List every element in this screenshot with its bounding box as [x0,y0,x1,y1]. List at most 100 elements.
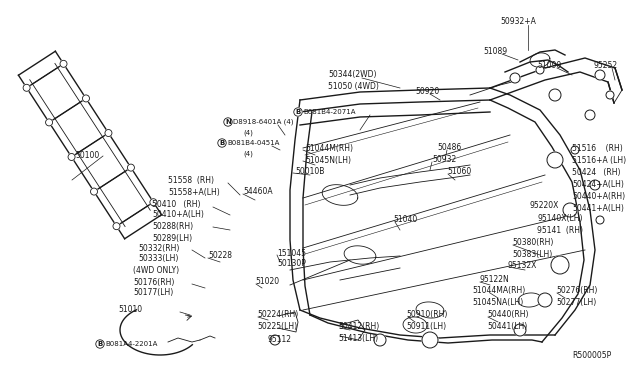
Circle shape [571,146,579,154]
Circle shape [563,203,577,217]
Text: 95122N: 95122N [480,276,509,285]
Text: 50344(2WD): 50344(2WD) [328,71,376,80]
Text: 51020: 51020 [255,278,279,286]
Text: 50177(LH): 50177(LH) [133,289,173,298]
Text: 50228: 50228 [208,251,232,260]
Circle shape [422,332,438,348]
Text: 50383(LH): 50383(LH) [512,250,552,259]
Circle shape [218,139,226,147]
Text: 51558+A(LH): 51558+A(LH) [168,187,220,196]
Text: 54460A: 54460A [243,187,273,196]
Circle shape [105,129,112,137]
Text: 51044MA(RH): 51044MA(RH) [472,286,525,295]
Text: 50332(RH): 50332(RH) [138,244,179,253]
Text: 51060: 51060 [447,167,471,176]
Circle shape [68,154,75,160]
Text: 50010B: 50010B [295,167,324,176]
Text: 95112: 95112 [268,336,292,344]
Text: 51089: 51089 [483,48,507,57]
Circle shape [224,118,232,126]
Circle shape [270,335,280,345]
Text: 50176(RH): 50176(RH) [133,278,174,286]
Text: 50130P: 50130P [277,260,306,269]
Circle shape [83,95,90,102]
Text: 51010: 51010 [118,305,142,314]
Text: 50100: 50100 [75,151,99,160]
Text: 50276(RH): 50276(RH) [556,286,597,295]
Text: 51516+A (LH): 51516+A (LH) [572,155,626,164]
Circle shape [90,188,97,195]
Text: R500005P: R500005P [572,352,611,360]
Circle shape [113,223,120,230]
Text: 50920: 50920 [415,87,439,96]
Circle shape [150,199,157,206]
Text: 151045: 151045 [277,248,306,257]
Text: B081A4-2201A: B081A4-2201A [105,341,157,347]
Text: 50424   (RH): 50424 (RH) [572,167,621,176]
Circle shape [96,340,104,348]
Text: 50440(RH): 50440(RH) [487,311,529,320]
Text: 50486: 50486 [437,144,461,153]
Text: 50410+A(LH): 50410+A(LH) [152,211,204,219]
Circle shape [374,334,386,346]
Text: N: N [225,119,231,125]
Text: B081B4-2071A: B081B4-2071A [303,109,355,115]
Text: 50289(LH): 50289(LH) [152,234,192,243]
Circle shape [294,108,302,116]
Text: 95220X: 95220X [530,202,559,211]
Text: 50380(RH): 50380(RH) [512,238,554,247]
Circle shape [595,70,605,80]
Text: 50911(LH): 50911(LH) [406,321,446,330]
Text: 50441(LH): 50441(LH) [487,321,527,330]
Text: 95141  (RH): 95141 (RH) [537,225,583,234]
Circle shape [127,164,134,171]
Circle shape [551,256,569,274]
Circle shape [596,216,604,224]
Text: 51413(LH): 51413(LH) [338,334,378,343]
Text: 51045N(LH): 51045N(LH) [305,155,351,164]
Text: 51050 (4WD): 51050 (4WD) [328,83,379,92]
Text: 51044M(RH): 51044M(RH) [305,144,353,153]
Text: 50932: 50932 [432,155,456,164]
Circle shape [536,66,544,74]
Text: B: B [296,109,301,115]
Text: 95132X: 95132X [508,260,538,269]
Text: B: B [97,341,102,347]
Text: (4WD ONLY): (4WD ONLY) [133,266,179,275]
Text: 50410   (RH): 50410 (RH) [152,199,200,208]
Text: 50932+A: 50932+A [500,17,536,26]
Text: 50412(RH): 50412(RH) [338,321,380,330]
Text: 50441+A(LH): 50441+A(LH) [572,203,624,212]
Circle shape [23,84,30,91]
Circle shape [45,119,52,126]
Text: 50910(RH): 50910(RH) [406,311,447,320]
Text: 51040: 51040 [393,215,417,224]
Circle shape [514,324,526,336]
Text: B: B [220,140,225,146]
Text: 50225(LH): 50225(LH) [257,321,297,330]
Text: 50424+A(LH): 50424+A(LH) [572,180,624,189]
Circle shape [549,89,561,101]
Text: 95252: 95252 [594,61,618,70]
Text: 50224(RH): 50224(RH) [257,311,298,320]
Text: B081B4-0451A: B081B4-0451A [227,140,280,146]
Text: 50277(LH): 50277(LH) [556,298,596,307]
Text: 50440+A(RH): 50440+A(RH) [572,192,625,201]
Circle shape [538,293,552,307]
Text: 51516    (RH): 51516 (RH) [572,144,623,153]
Text: (4): (4) [243,151,253,157]
Circle shape [547,152,563,168]
Circle shape [510,73,520,83]
Text: D8918-6401A (4): D8918-6401A (4) [233,119,294,125]
Text: 51045NA(LH): 51045NA(LH) [472,298,524,307]
Circle shape [590,180,600,190]
Circle shape [60,60,67,67]
Circle shape [606,91,614,99]
Text: 51090: 51090 [537,61,561,70]
Text: (4): (4) [243,130,253,136]
Circle shape [585,110,595,120]
Text: 95140X(LH): 95140X(LH) [537,214,582,222]
Text: 51558  (RH): 51558 (RH) [168,176,214,186]
Text: 50333(LH): 50333(LH) [138,254,179,263]
Text: 50288(RH): 50288(RH) [152,222,193,231]
